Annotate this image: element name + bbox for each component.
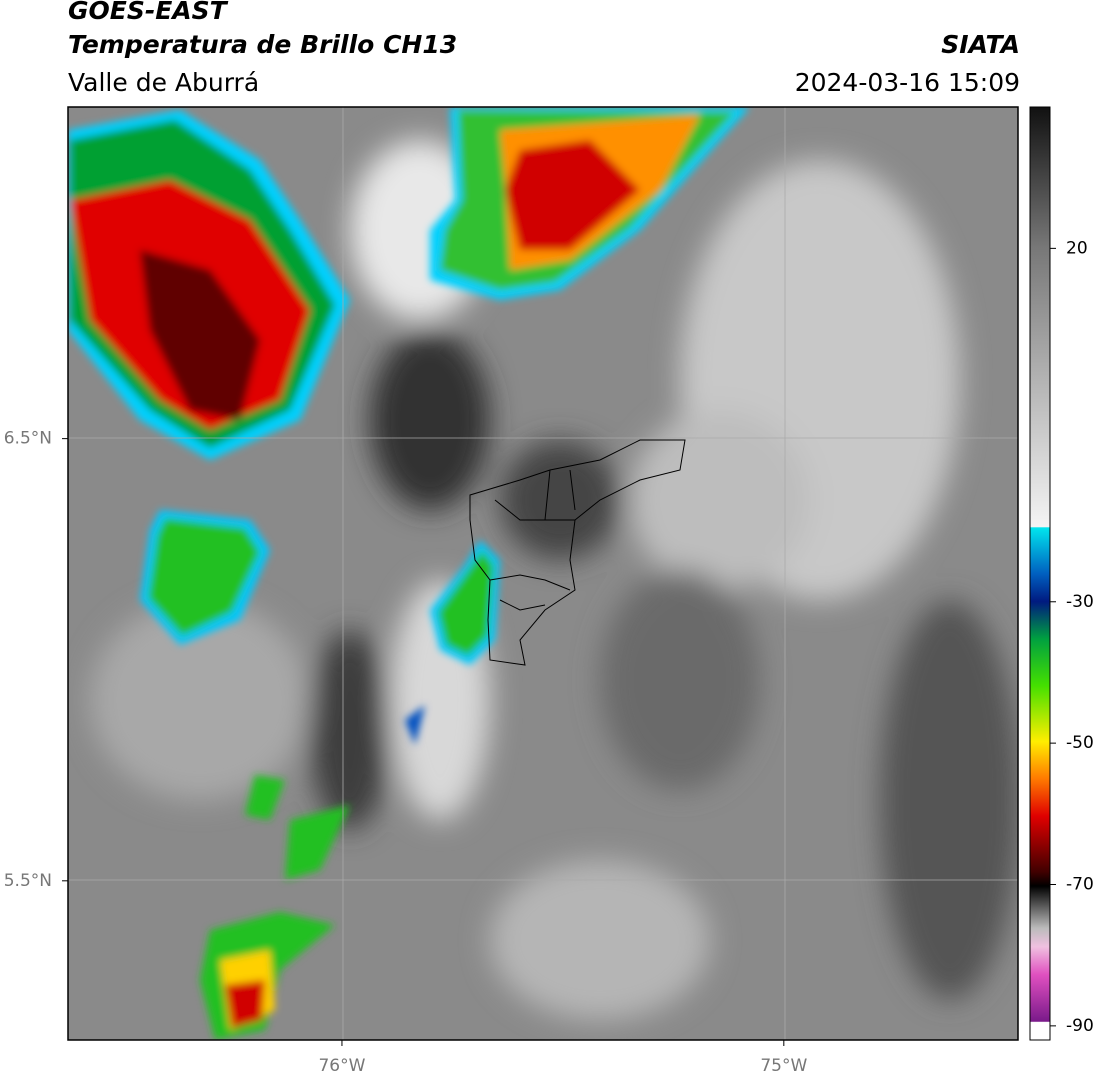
colorbar-tick-label: -90 — [1066, 1016, 1094, 1036]
source: SIATA — [941, 30, 1020, 59]
x-tick-label: 76°W — [318, 1056, 365, 1076]
colorbar-tick-label: -50 — [1066, 733, 1094, 753]
region: Valle de Aburrá — [68, 68, 260, 97]
x-tick-label: 75°W — [760, 1056, 807, 1076]
satellite-image — [68, 107, 1018, 1040]
subtitle: Temperatura de Brillo CH13 — [68, 30, 458, 59]
colorbar-tick-label: -70 — [1066, 875, 1094, 895]
datetime: 2024-03-16 15:09 — [794, 68, 1020, 97]
y-tick-label: 5.5°N — [4, 871, 52, 891]
colorbar-tick-label: 20 — [1066, 238, 1088, 258]
colorbar-tick-label: -30 — [1066, 592, 1094, 612]
municipal-boundaries — [469, 439, 686, 666]
title: GOES-EAST — [68, 0, 227, 25]
y-tick-label: 6.5°N — [4, 429, 52, 449]
colorbar — [1029, 106, 1051, 1041]
